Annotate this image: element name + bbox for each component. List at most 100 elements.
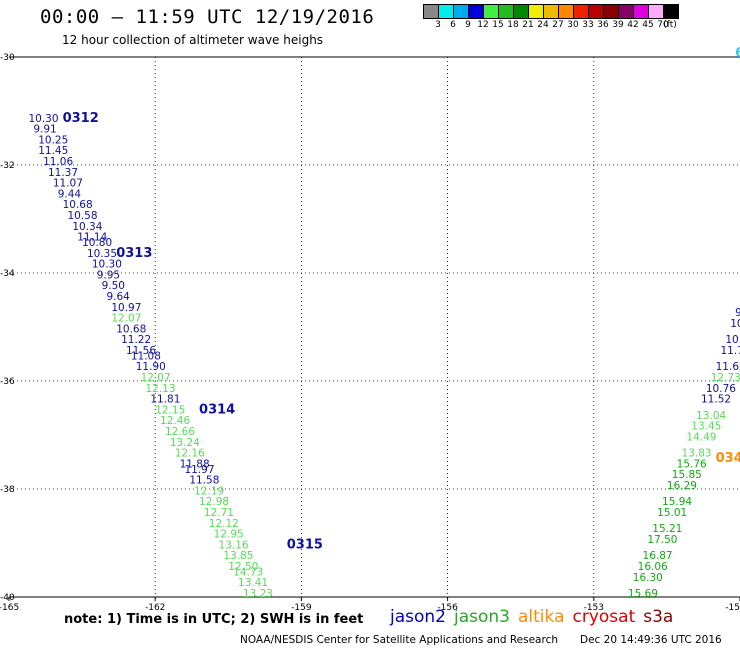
legend-label: 15 — [492, 20, 504, 30]
pass-time-label: 034 — [716, 451, 740, 466]
x-tick-label: -162 — [145, 603, 165, 613]
wave-height-value: 15.85 — [672, 469, 702, 481]
legend-label: 9 — [465, 20, 471, 30]
wave-height-value: 10.68 — [63, 199, 93, 211]
wave-height-value: 10.30 — [92, 259, 122, 271]
mission-cryosat: cryosat — [572, 607, 636, 627]
wave-height-value: 12.95 — [214, 529, 244, 541]
wave-height-value: 15.69 — [628, 588, 658, 600]
wave-height-value: 15.21 — [652, 523, 682, 535]
wave-height-value: 11.88 — [180, 458, 210, 470]
wave-height-value: 12.19 — [194, 485, 224, 497]
legend-label: 6 — [450, 20, 456, 30]
wave-height-value: 10.26 — [725, 334, 740, 346]
wave-height-value: 11.90 — [136, 361, 166, 373]
wave-height-value: 12.73 — [711, 372, 740, 384]
legend-label: 70 — [657, 20, 669, 30]
wave-height-value: 13.41 — [238, 577, 268, 589]
pass-time-label: 0315 — [287, 537, 323, 552]
axis-ticks: -165 -162 -159 -156 -153 -15 -30 -32 -34 -36 -38 -4… — [0, 53, 740, 613]
x-tick-label: -156 — [437, 603, 458, 613]
legend-label: 24 — [537, 20, 549, 30]
footnote: note: 1) Time is in UTC; 2) SWH is in fe… — [64, 612, 364, 627]
wave-height-value: 9.9 — [735, 307, 740, 319]
mission-jason2: jason2 — [390, 607, 446, 627]
wave-height-value: 12.98 — [199, 496, 229, 508]
pass-time-labels: 0312 0313 0314 0315 034 6 — [63, 46, 740, 552]
wave-height-value: 13.16 — [219, 539, 249, 551]
credit-line: NOAA/NESDIS Center for Satellite Applica… — [240, 634, 558, 646]
wave-height-value: 15.76 — [677, 458, 707, 470]
wave-height-value: 12.13 — [145, 383, 175, 395]
wave-height-value: 13.24 — [170, 437, 200, 449]
wave-height-value: 10.68 — [116, 323, 146, 335]
legend-unit: (ft) — [663, 20, 677, 30]
x-tick-label: -153 — [584, 603, 604, 613]
legend-label: 33 — [582, 20, 594, 30]
wave-height-value: 14.49 — [686, 431, 716, 443]
legend-label: 45 — [642, 20, 654, 30]
wave-height-value: 11.08 — [131, 350, 161, 362]
x-tick-label: -165 — [0, 603, 19, 613]
wave-height-value: 14.73 — [233, 566, 263, 578]
wave-height-value: 11.45 — [38, 145, 68, 157]
generation-timestamp: Dec 20 14:49:36 UTC 2016 — [580, 634, 722, 646]
wave-height-value: 13.23 — [243, 588, 273, 600]
wave-height-value: 12.50 — [228, 561, 258, 573]
wave-height-points: 10.309.9110.2511.4511.0611.3711.079.4410… — [28, 113, 740, 600]
legend-label: 12 — [477, 20, 489, 30]
wave-height-value: 13.85 — [223, 550, 253, 562]
wave-height-value: 11.52 — [701, 394, 731, 406]
wave-height-value: 9.50 — [102, 280, 125, 292]
wave-height-value: 12.12 — [209, 518, 239, 530]
wave-height-value: 10.58 — [67, 210, 97, 222]
wave-height-value: 12.16 — [175, 448, 205, 460]
wave-height-value: 16.06 — [638, 561, 668, 573]
wave-height-value: 11.58 — [189, 475, 219, 487]
wave-height-value: 16.30 — [633, 572, 663, 584]
wave-height-value: 11.70 — [721, 345, 740, 357]
pass-time-label: 0314 — [199, 402, 235, 417]
wave-height-value: 9.44 — [58, 188, 82, 200]
y-tick-label: -34 — [0, 269, 15, 279]
mission-legend: jason2 jason3 altika cryosat s3a — [390, 607, 681, 627]
legend-label: 21 — [522, 20, 534, 30]
wave-height-value: 9.95 — [97, 269, 120, 281]
y-tick-label: -36 — [0, 377, 15, 387]
wave-height-value: 13.83 — [682, 448, 712, 460]
mission-jason3: jason3 — [454, 607, 510, 627]
wave-height-value: 15.01 — [657, 507, 687, 519]
wave-height-value: 10.25 — [38, 134, 68, 146]
wave-height-value: 12.66 — [165, 426, 195, 438]
wave-height-value: 11.97 — [184, 464, 214, 476]
legend-swatches — [423, 4, 679, 19]
wave-height-value: 10.97 — [111, 302, 141, 314]
wave-height-value: 12.07 — [141, 372, 171, 384]
y-tick-label: -32 — [0, 161, 15, 171]
legend-label: 3 — [435, 20, 441, 30]
wave-height-value: 11.81 — [150, 394, 180, 406]
pass-time-label: 6 — [735, 46, 740, 61]
wave-height-value: 11.06 — [43, 156, 73, 168]
wave-height-value: 10.80 — [82, 237, 112, 249]
wave-height-value: 12.46 — [160, 415, 190, 427]
legend-labels: 3 6 9 12 15 18 21 24 27 30 33 36 39 42 45 70 (ft) — [423, 19, 678, 33]
wave-height-value: 10.30 — [28, 113, 58, 125]
wave-height-value: 10.34 — [72, 221, 102, 233]
legend-label: 36 — [597, 20, 609, 30]
x-tick-label: -159 — [291, 603, 312, 613]
map-grid — [8, 56, 740, 601]
wave-height-value: 10.5 — [730, 318, 740, 330]
legend-label: 39 — [612, 20, 624, 30]
map-title: 00:00 – 11:59 UTC 12/19/2016 — [40, 6, 375, 28]
wave-height-value: 11.07 — [53, 178, 83, 190]
wave-height-value: 13.45 — [691, 421, 721, 433]
legend-label: 18 — [507, 20, 519, 30]
wave-height-value: 15.94 — [662, 496, 692, 508]
map-subtitle: 12 hour collection of altimeter wave hei… — [62, 33, 324, 47]
y-tick-label: -40 — [0, 593, 15, 603]
wave-height-value: 9.91 — [33, 124, 56, 136]
legend-label: 30 — [567, 20, 579, 30]
color-legend: 3 6 9 12 15 18 21 24 27 30 33 36 39 42 45 70 (ft) — [423, 4, 679, 33]
